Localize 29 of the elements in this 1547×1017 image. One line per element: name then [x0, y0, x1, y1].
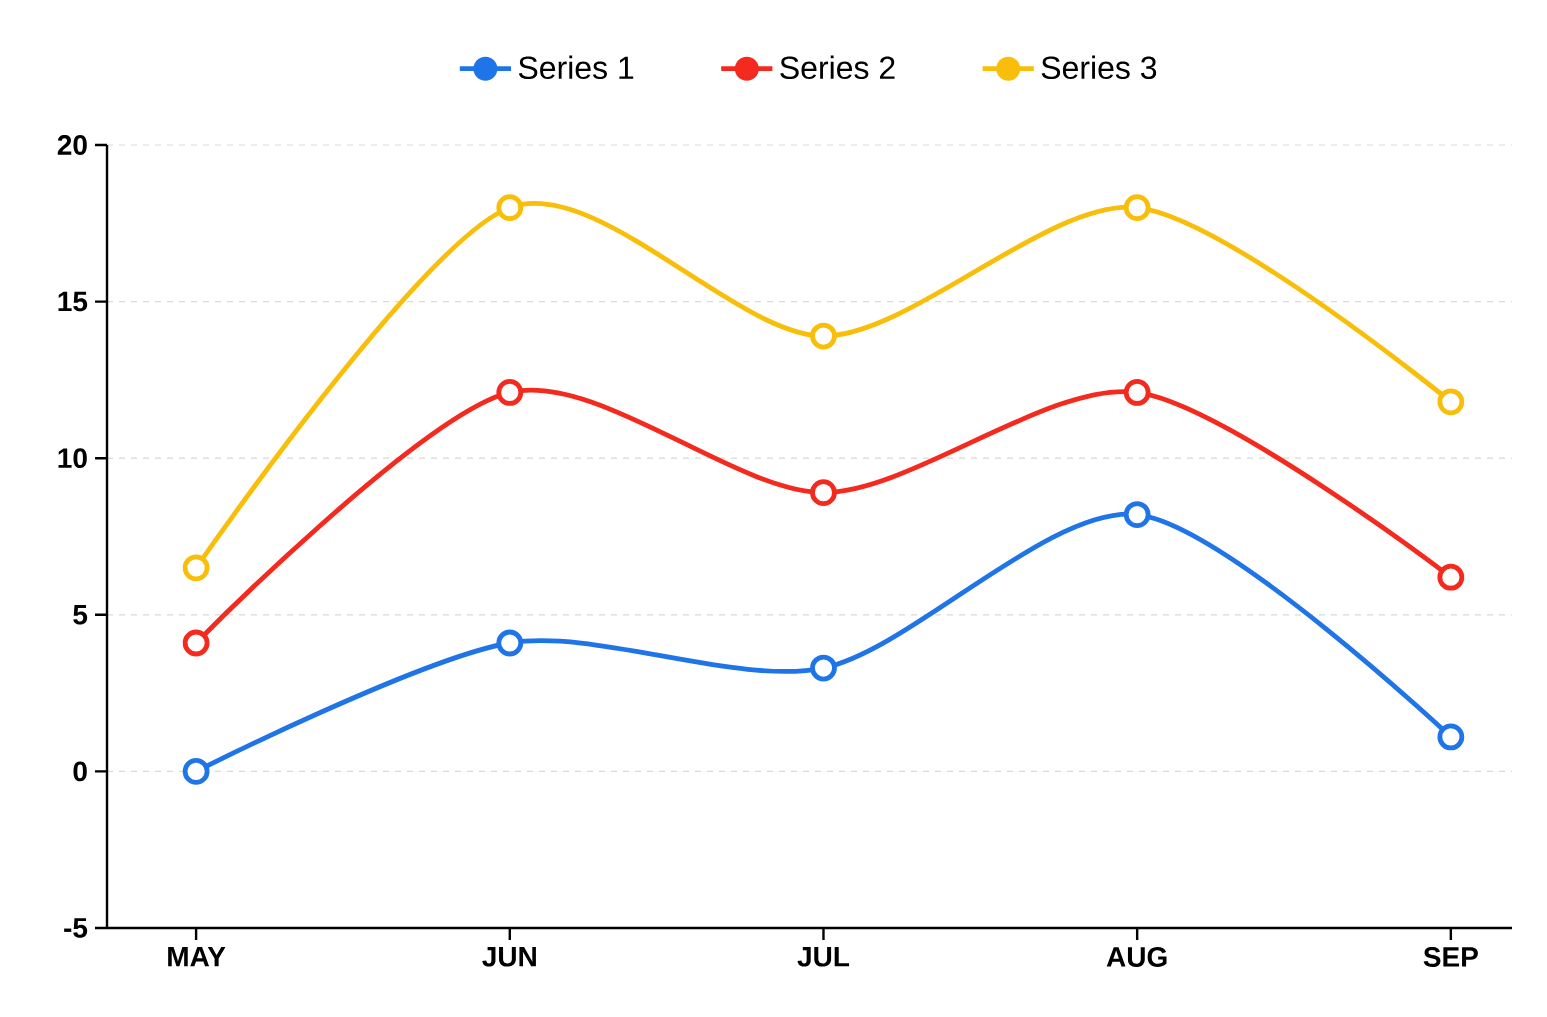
point [1437, 563, 1465, 591]
point [496, 379, 524, 406]
point [182, 554, 210, 582]
point [810, 322, 837, 350]
point [810, 479, 837, 507]
legend-label: Series 2 [780, 55, 895, 80]
x-tick-label: SEP [1423, 947, 1478, 967]
legend-label: Series 1 [518, 55, 634, 80]
x-tick-label: MAY [168, 947, 226, 967]
point [1123, 379, 1151, 406]
point [496, 629, 524, 657]
legend-label: Series 3 [1041, 55, 1157, 80]
point [1437, 388, 1465, 416]
point [182, 757, 210, 785]
point [1123, 194, 1151, 222]
y-tick-label: 0 [73, 761, 87, 782]
point [810, 654, 837, 682]
y-tick-label: 20 [57, 135, 87, 155]
point [1437, 723, 1465, 751]
y-tick-label: 5 [73, 605, 88, 625]
x-tick-label: JUL [797, 947, 850, 967]
point [1123, 501, 1151, 528]
y-tick-label: -5 [64, 918, 88, 938]
x-tick-label: AUG [1106, 947, 1167, 967]
x-tick-label: JUN [482, 947, 536, 967]
y-tick-label: 10 [58, 448, 87, 469]
point [182, 629, 210, 657]
y-tick-label: 15 [58, 291, 88, 312]
point [496, 194, 524, 222]
